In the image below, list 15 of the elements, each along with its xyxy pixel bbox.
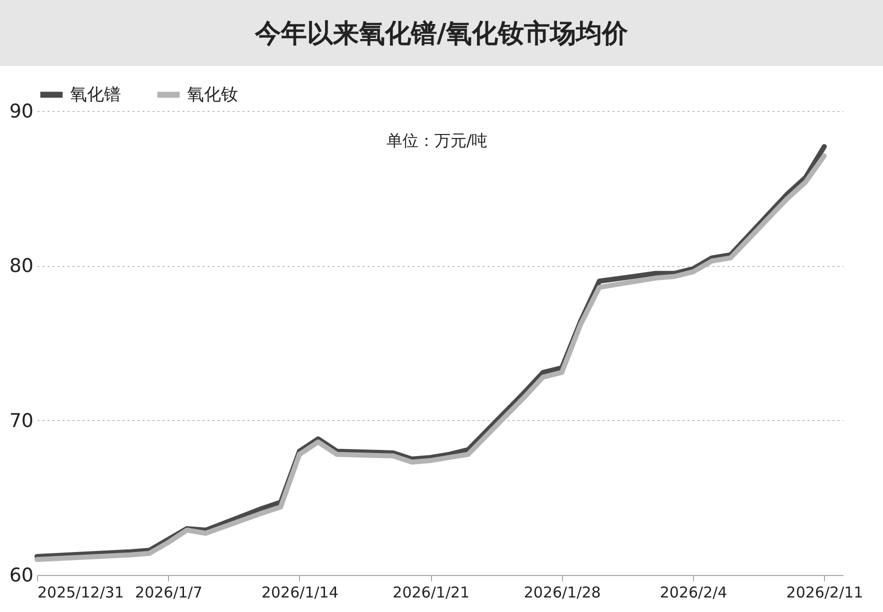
x-tick-label: 2025/12/31 (38, 584, 124, 602)
legend-label: 氧化镨 (70, 84, 121, 105)
y-tick-label: 60 (9, 564, 34, 586)
legend-label: 氧化钕 (187, 84, 238, 105)
x-tick-label: 2026/2/4 (660, 584, 728, 602)
y-tick-label: 70 (9, 410, 34, 432)
y-tick-label: 90 (9, 100, 34, 122)
x-tick-label: 2026/1/28 (524, 584, 601, 602)
x-tick-label: 2026/2/11 (786, 584, 864, 602)
x-tick-label: 2026/1/7 (135, 584, 202, 602)
x-tick-label: 2026/1/14 (261, 584, 338, 602)
chart-title: 今年以来氧化镨/氧化钕市场均价 (0, 0, 883, 66)
y-tick-label: 80 (9, 255, 34, 278)
annotation: 单位：万元/吨 (386, 131, 488, 150)
x-tick-label: 2026/1/21 (392, 584, 470, 602)
